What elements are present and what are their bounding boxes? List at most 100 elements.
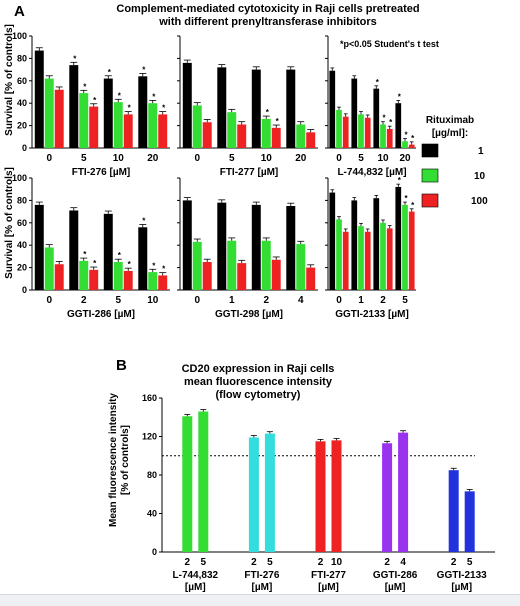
- y-tick-label-ggti-286-m: 0: [22, 285, 27, 295]
- x-label-ggti-2133-m: GGTI-2133 [µM]: [335, 309, 409, 320]
- panel-a-letter: A: [14, 3, 25, 20]
- bar-ggti-2133-m-1-s10: [358, 226, 364, 290]
- legend-swatch-1: [421, 143, 439, 158]
- bar-ggti-298-m-1-s100: [237, 263, 247, 290]
- bar-fti-276-m-10-s1: [103, 78, 113, 148]
- panel-b-title-line3: (flow cytometry): [216, 389, 301, 401]
- cd20-bar-l-744-832-5: [198, 411, 209, 552]
- x-tick-label-ggti-298-m: 0: [194, 295, 200, 306]
- bar-ggti-286-m-5-s100: [123, 270, 133, 290]
- bar-fti-277-m-0-s1: [182, 62, 192, 148]
- bar-ggti-286-m-5-s10: [113, 262, 123, 290]
- x-tick-label-ggti-298-m: 1: [229, 295, 235, 306]
- cd20-dose-label-fti-277: 2: [318, 557, 324, 568]
- x-tick-label-ggti-286-m: 10: [147, 295, 159, 306]
- bar-l-744-832-m-0-s10: [336, 109, 342, 148]
- panel-b-y-tick-label: 80: [147, 470, 157, 480]
- bar-ggti-2133-m-0-s100: [342, 231, 349, 290]
- x-tick-label-fti-277-m: 5: [229, 153, 235, 164]
- cd20-group-unit-l-744-832: [µM]: [185, 582, 206, 593]
- bar-fti-276-m-0-s10: [44, 78, 54, 148]
- bar-ggti-298-m-0-s100: [202, 262, 212, 290]
- bar-l-744-832-m-5-s10: [358, 114, 364, 148]
- panel-b-title-line1: CD20 expression in Raji cells: [182, 363, 335, 375]
- x-tick-label-ggti-2133-m: 1: [358, 295, 364, 306]
- legend-label-1: 1: [478, 146, 484, 157]
- chart-ggti-2133-m: 0 1 2 5***GGTI-2133 [µM]: [325, 176, 416, 320]
- cd20-dose-label-l-744-832: 2: [185, 557, 191, 568]
- cd20-bar-fti-276-5: [264, 433, 275, 552]
- bar-ggti-286-m-2-s1: [69, 210, 79, 290]
- bar-fti-277-m-20-s10: [296, 124, 306, 148]
- significance-star-fti-276-m: *: [93, 96, 97, 105]
- significance-star-ggti-286-m: *: [152, 261, 156, 270]
- cd20-group-label-ggti-2133: GGTI-2133: [437, 570, 487, 581]
- bar-fti-276-m-5-s100: [89, 106, 99, 148]
- cd20-bar-ggti-286-4: [398, 432, 409, 552]
- significance-star-fti-276-m: *: [128, 104, 132, 113]
- cd20-bar-fti-277-10: [331, 440, 342, 552]
- cd20-bar-l-744-832-2: [182, 416, 193, 552]
- x-tick-label-ggti-298-m: 2: [263, 295, 269, 306]
- significance-star-fti-277-m: *: [266, 108, 270, 117]
- bar-fti-276-m-5-s1: [69, 65, 79, 148]
- significance-star-ggti-286-m: *: [162, 265, 166, 274]
- chart-ggti-286-m: 0 20 40 60 80 100 0 2 * * 5 * * 10 * * * GGTI-286 [µM]: [12, 173, 170, 320]
- cd20-dose-label-fti-276: 5: [267, 557, 273, 568]
- bar-l-744-832-m-5-s1: [351, 78, 358, 148]
- legend-title-line2: [µg/ml]:: [432, 128, 468, 139]
- bar-ggti-2133-m-5-s1: [395, 186, 402, 290]
- bar-ggti-2133-m-2-s100: [386, 228, 393, 290]
- bar-fti-277-m-5-s10: [227, 112, 237, 148]
- legend-title-line1: Rituximab: [426, 115, 474, 126]
- significance-star-l-744-832-m: *: [382, 114, 386, 123]
- x-tick-label-l-744-832-m: 0: [336, 153, 342, 164]
- cd20-dose-label-l-744-832: 5: [201, 557, 207, 568]
- cd20-dose-label-ggti-286: 4: [400, 557, 406, 568]
- bar-ggti-2133-m-1-s1: [351, 200, 358, 290]
- cd20-group-label-fti-277: FTI-277: [311, 570, 346, 581]
- bar-l-744-832-m-5-s100: [364, 117, 371, 148]
- bar-l-744-832-m-0-s100: [342, 116, 349, 148]
- significance-star-l-744-832-m: *: [376, 78, 380, 87]
- significance-star-fti-276-m: *: [73, 54, 77, 63]
- significance-star-ggti-2133-m: *: [398, 176, 402, 185]
- y-tick-label-ggti-286-m: 60: [17, 218, 27, 228]
- bar-ggti-298-m-2-s10: [261, 240, 271, 290]
- cd20-dose-label-ggti-2133: 2: [451, 557, 457, 568]
- bar-ggti-298-m-1-s10: [227, 240, 237, 290]
- bar-fti-277-m-5-s1: [217, 67, 227, 148]
- chart-fti-277-m: 0 5 10 * * 20 FTI-277 [µM]: [177, 35, 318, 178]
- bar-ggti-286-m-0-s10: [44, 247, 54, 290]
- bar-l-744-832-m-10-s10: [380, 124, 386, 148]
- bar-fti-277-m-20-s1: [286, 69, 296, 148]
- legend-label-10: 10: [474, 171, 486, 182]
- significance-star-ggti-2133-m: *: [411, 201, 415, 210]
- bar-ggti-2133-m-5-s100: [408, 211, 415, 290]
- x-label-ggti-286-m: GGTI-286 [µM]: [67, 309, 135, 320]
- x-label-l-744-832-m: L-744,832 [µM]: [337, 167, 406, 178]
- x-label-fti-277-m: FTI-277 [µM]: [220, 167, 279, 178]
- cd20-group-unit-ggti-286: [µM]: [385, 582, 406, 593]
- bar-ggti-2133-m-1-s100: [364, 231, 371, 290]
- bar-ggti-286-m-2-s10: [79, 260, 89, 290]
- bar-ggti-2133-m-2-s1: [373, 198, 380, 290]
- x-tick-label-fti-277-m: 10: [261, 153, 273, 164]
- significance-star-l-744-832-m: *: [398, 92, 402, 101]
- significance-star-ggti-286-m: *: [118, 251, 122, 260]
- x-tick-label-ggti-298-m: 4: [298, 295, 304, 306]
- y-tick-label-ggti-286-m: 20: [17, 263, 27, 273]
- bar-l-744-832-m-10-s1: [373, 88, 380, 148]
- bar-ggti-286-m-0-s100: [54, 264, 64, 290]
- cd20-group-label-fti-276: FTI-276: [244, 570, 279, 581]
- cd20-group-label-l-744-832: L-744,832: [173, 570, 219, 581]
- bar-ggti-2133-m-5-s10: [402, 204, 408, 290]
- panel-a-ylabel-row1: Survival [% of controls]: [4, 24, 15, 136]
- significance-star-fti-276-m: *: [152, 92, 156, 101]
- bar-fti-277-m-0-s10: [192, 105, 202, 148]
- x-tick-label-l-744-832-m: 5: [358, 153, 364, 164]
- bar-ggti-298-m-0-s1: [182, 200, 192, 290]
- bar-fti-276-m-20-s100: [158, 114, 168, 148]
- y-tick-label-fti-276-m: 40: [17, 98, 27, 108]
